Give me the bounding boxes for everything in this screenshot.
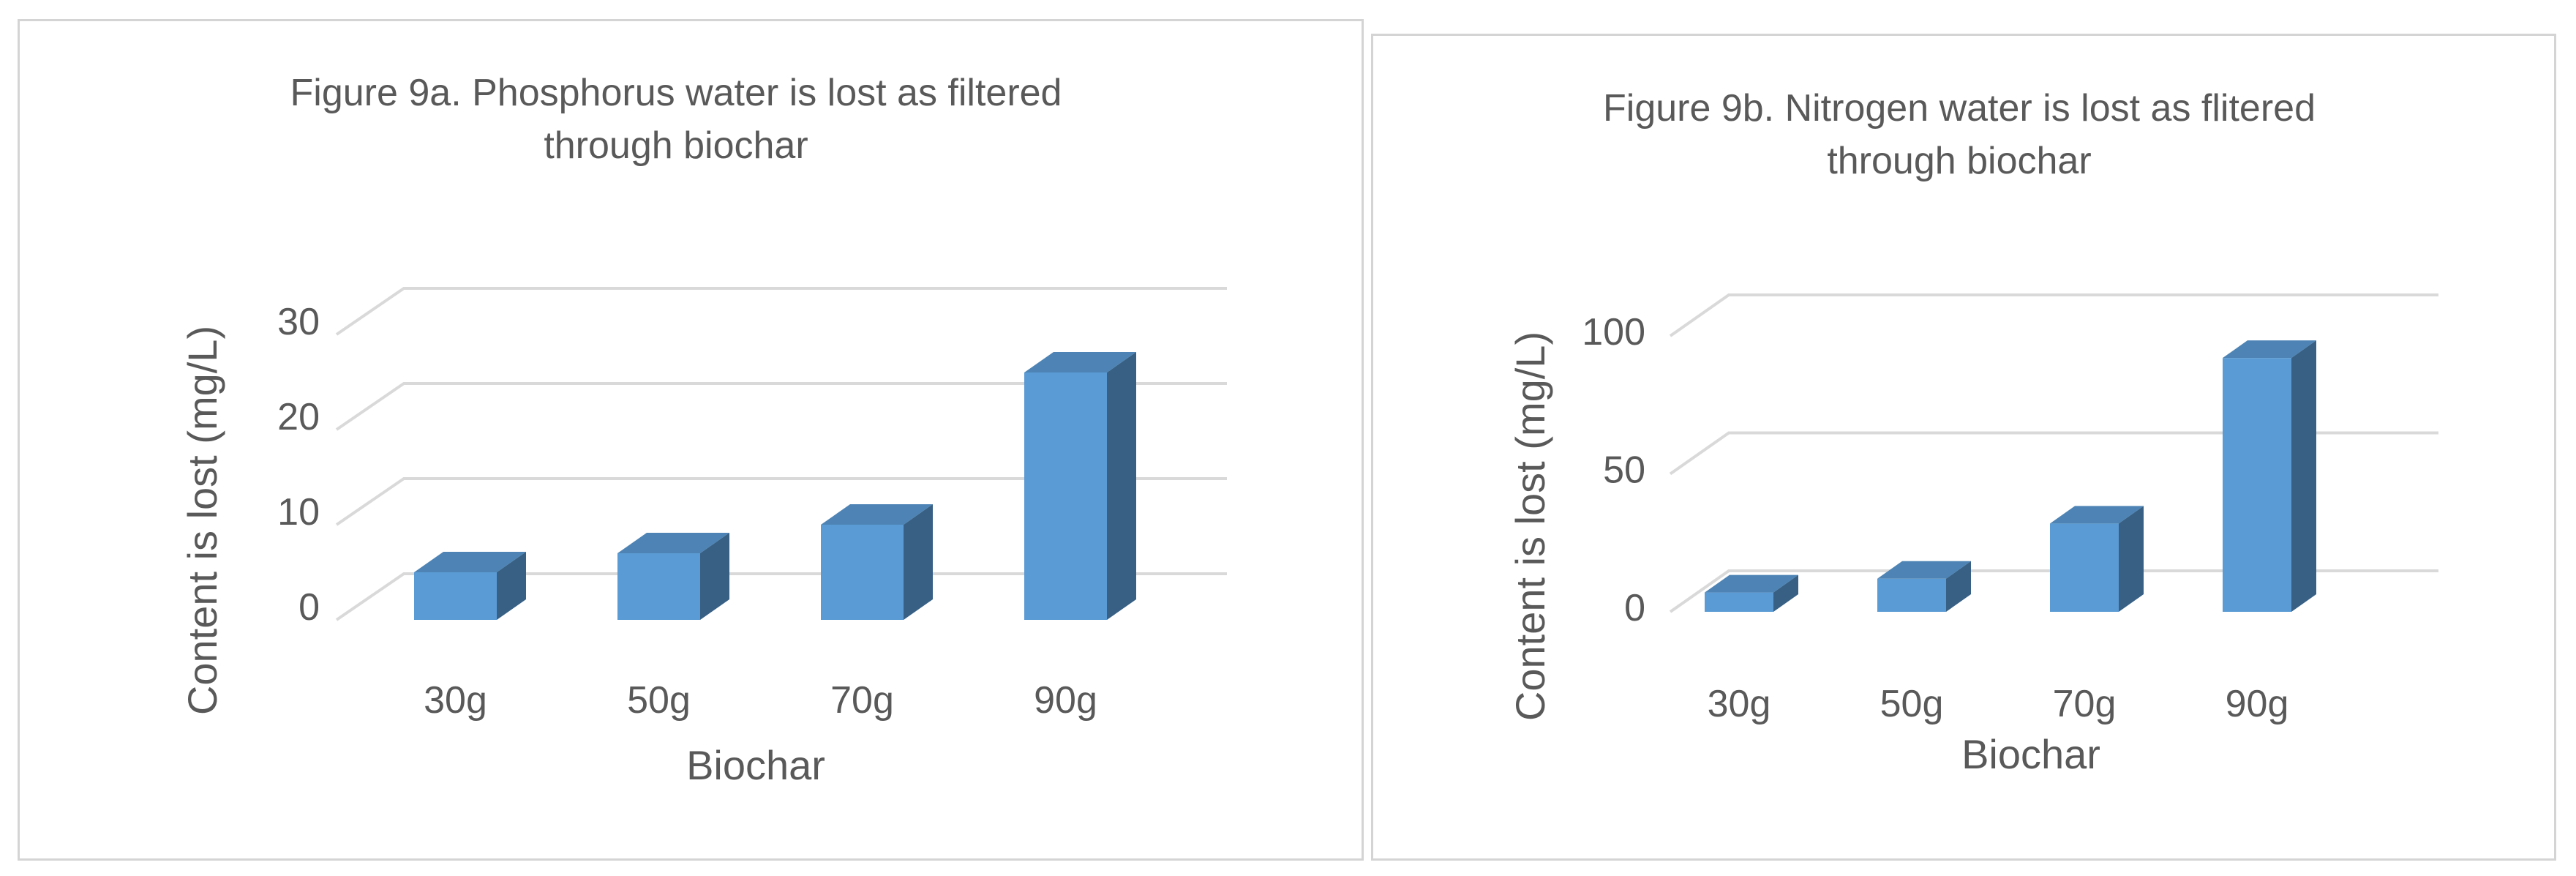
bar-top <box>1024 352 1136 373</box>
chart-title-line-1: Figure 9b. Nitrogen water is lost as fli… <box>1603 87 2316 130</box>
bar-top <box>2050 506 2144 524</box>
bar-front <box>617 553 700 620</box>
gridline <box>1669 293 2438 337</box>
bar-side <box>2291 340 2316 612</box>
x-axis-title: Biochar <box>686 742 825 788</box>
x-tick-label: 70g <box>2053 683 2117 725</box>
y-tick-label: 0 <box>1624 587 1645 629</box>
x-tick-label: 30g <box>424 679 487 722</box>
bar-top <box>414 552 526 572</box>
bar-front <box>821 525 904 620</box>
x-tick-label: 90g <box>2226 683 2289 725</box>
gridline <box>335 382 1227 431</box>
gridline <box>1669 431 2438 476</box>
y-tick-label: 50 <box>1603 449 1645 492</box>
y-tick-label: 100 <box>1582 311 1645 353</box>
x-tick-label: 30g <box>1708 683 1771 725</box>
chart-title-line-2: through biochar <box>544 124 808 167</box>
bar-front <box>1705 592 1773 612</box>
bar-front <box>2223 358 2291 612</box>
bar-side <box>904 504 933 620</box>
y-axis-title: Content is lost (mg/L) <box>1507 332 1553 721</box>
y-tick-label: 10 <box>277 491 320 534</box>
chart-panel-9a: Figure 9a. Phosphorus water is lost as f… <box>18 19 1364 861</box>
bar-front <box>414 572 497 620</box>
bar-30g <box>1705 574 1798 612</box>
bar-top <box>2223 340 2316 359</box>
bar-50g <box>1877 561 1971 612</box>
bar-front <box>2050 523 2119 612</box>
chart-9b: Figure 9b. Nitrogen water is lost as fli… <box>1507 87 2438 777</box>
gridline <box>1669 569 2438 613</box>
x-tick-label: 90g <box>1034 679 1097 722</box>
bar-side <box>497 552 526 620</box>
bar-side <box>1773 574 1798 612</box>
bar-top <box>617 533 729 553</box>
chart-title-line-1: Figure 9a. Phosphorus water is lost as f… <box>290 72 1062 114</box>
x-axis-title: Biochar <box>1961 731 2100 777</box>
gridline <box>335 572 1227 621</box>
chart-title-line-2: through biochar <box>1827 140 2091 182</box>
y-axis-title: Content is lost (mg/L) <box>179 326 225 715</box>
bar-90g <box>1024 352 1136 620</box>
bar-70g <box>2050 506 2144 612</box>
bar-50g <box>617 533 729 620</box>
y-tick-label: 0 <box>298 586 320 629</box>
bar-30g <box>414 552 526 620</box>
y-tick-label: 20 <box>277 396 320 438</box>
bar-70g <box>821 504 933 620</box>
gridline <box>335 477 1227 526</box>
chart-9a: Figure 9a. Phosphorus water is lost as f… <box>179 72 1227 788</box>
chart-panel-9b: Figure 9b. Nitrogen water is lost as fli… <box>1371 34 2556 861</box>
gridline <box>335 287 1227 336</box>
x-tick-label: 50g <box>1880 683 1944 725</box>
bar-top <box>1705 574 1798 593</box>
bar-side <box>1107 352 1136 620</box>
bar-90g <box>2223 340 2316 612</box>
bar-top <box>1877 561 1971 579</box>
y-tick-label: 30 <box>277 301 320 343</box>
bar-top <box>821 504 933 525</box>
x-tick-label: 50g <box>627 679 691 722</box>
bar-front <box>1877 578 1946 612</box>
bar-side <box>1946 561 1971 612</box>
bar-front <box>1024 373 1107 620</box>
bar-side <box>2119 506 2144 612</box>
x-tick-label: 70g <box>830 679 894 722</box>
bar-side <box>700 533 729 620</box>
